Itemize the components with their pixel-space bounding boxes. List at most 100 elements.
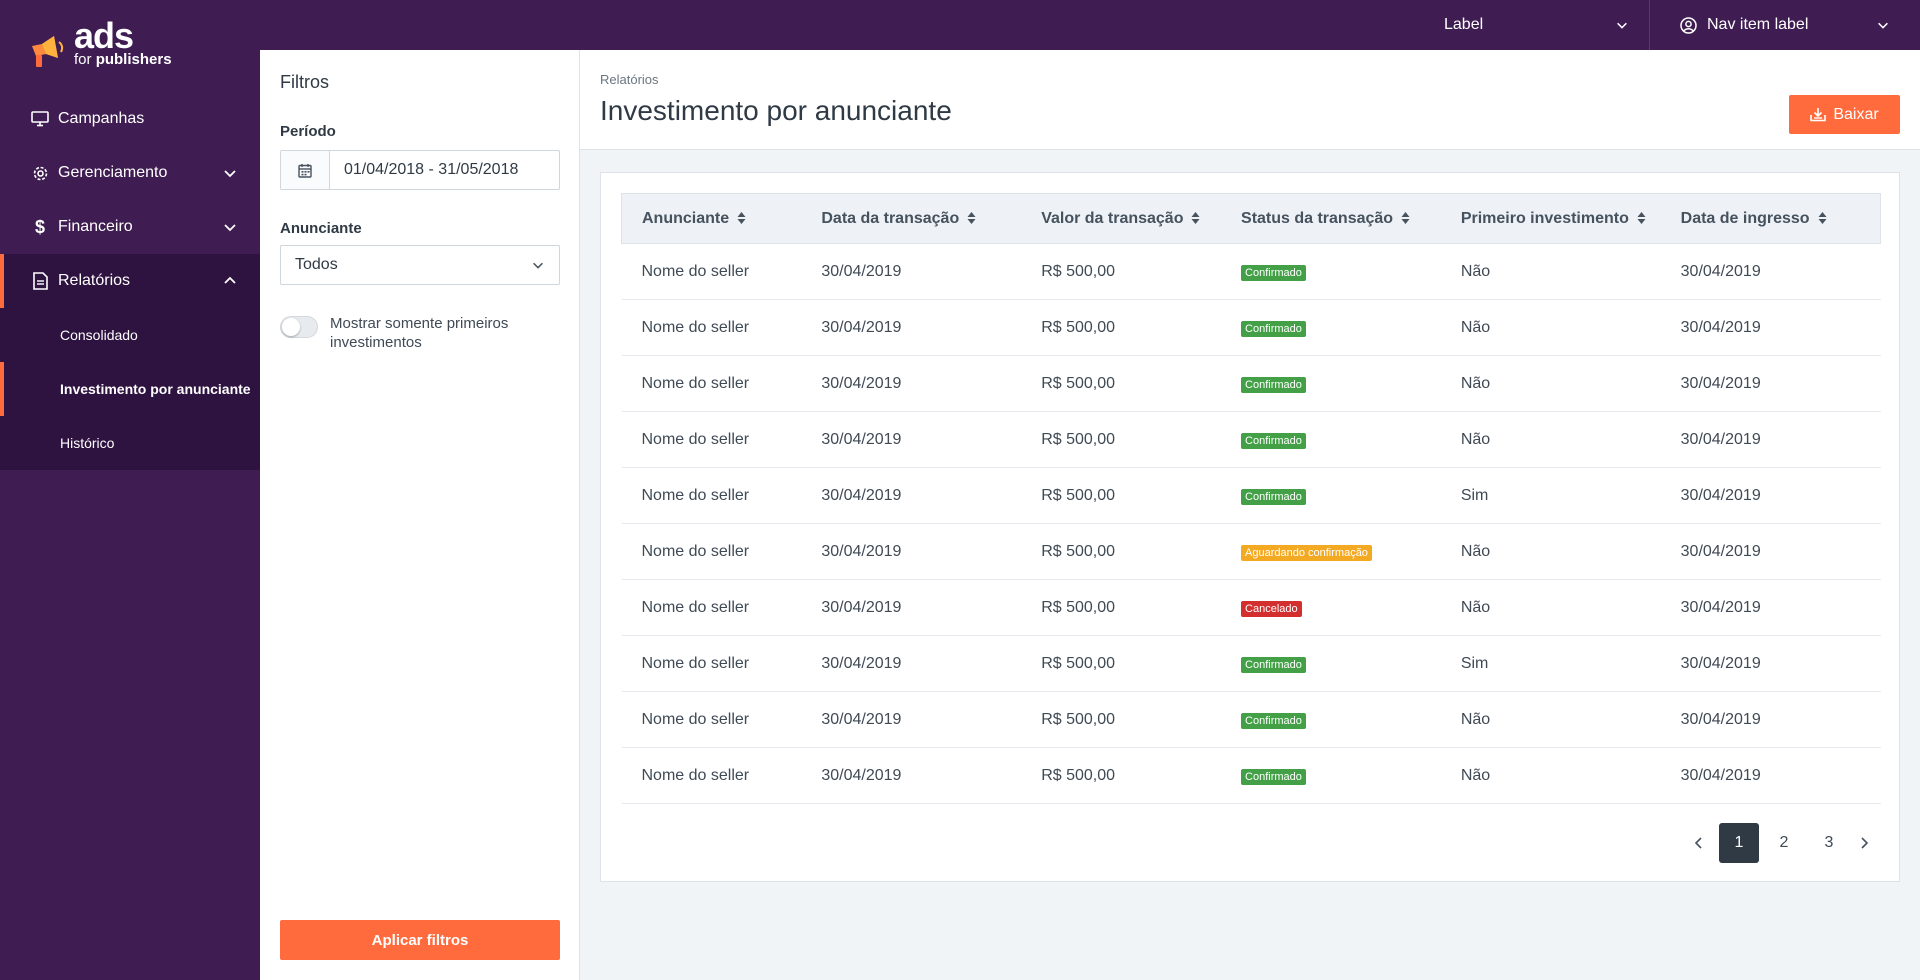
- first-cell: Não: [1460, 598, 1491, 616]
- label-dropdown[interactable]: Label: [1444, 0, 1649, 50]
- page-button[interactable]: 2: [1779, 834, 1789, 851]
- sidebar: ads for publishers Campanhas Gerenciamen…: [0, 0, 260, 980]
- advertiser-cell: Nome do seller: [641, 542, 750, 560]
- date-cell: 30/04/2019: [821, 486, 902, 504]
- table-body: Nome do seller 30/04/2019 R$ 500,00 Confirm…: [621, 244, 1881, 804]
- column-header[interactable]: Anunciante: [621, 193, 802, 244]
- first-investments-toggle[interactable]: [280, 316, 318, 338]
- chevron-down-icon: [224, 224, 236, 232]
- first-cell: Não: [1460, 766, 1491, 784]
- megaphone-icon: [32, 36, 64, 67]
- table-row: Nome do seller 30/04/2019 R$ 500,00 Confirm…: [621, 636, 1881, 692]
- joined-cell: 30/04/2019: [1680, 710, 1761, 728]
- value-cell: R$ 500,00: [1041, 262, 1116, 280]
- main-nav: Campanhas Gerenciamento $ Financeiro Rel…: [0, 92, 260, 470]
- logo-wordmark: ads: [74, 15, 134, 56]
- sidebar-item-label: Campanhas: [58, 110, 145, 127]
- sidebar-item-financeiro[interactable]: $ Financeiro: [0, 200, 260, 254]
- status-cell: Confirmado: [1221, 636, 1441, 692]
- joined-cell: 30/04/2019: [1680, 766, 1761, 784]
- sort-icon[interactable]: [1401, 211, 1410, 225]
- value-cell: R$ 500,00: [1041, 598, 1116, 616]
- first-investments-toggle-label: Mostrar somente primeiros investimentos: [330, 315, 509, 351]
- column-header[interactable]: Data da transação: [801, 193, 1022, 244]
- page-button[interactable]: 3: [1824, 834, 1834, 851]
- sidebar-item-label: Gerenciamento: [58, 164, 168, 181]
- joined-cell: 30/04/2019: [1680, 654, 1761, 672]
- sidebar-item-campanhas[interactable]: Campanhas: [0, 92, 260, 146]
- column-header[interactable]: Status da transação: [1221, 193, 1441, 244]
- subnav-item-historico[interactable]: Histórico: [60, 435, 115, 451]
- status-badge: Confirmado: [1241, 712, 1306, 729]
- first-cell: Não: [1460, 374, 1491, 392]
- apply-filters-button[interactable]: Aplicar filtros: [280, 920, 560, 960]
- status-cell: Confirmado: [1221, 356, 1441, 412]
- subnav-item-investimento[interactable]: Investimento por anunciante: [0, 362, 260, 416]
- chevron-left-icon[interactable]: [1684, 823, 1714, 863]
- first-cell: Não: [1460, 318, 1491, 336]
- sort-icon[interactable]: [1818, 211, 1827, 225]
- download-button[interactable]: Baixar: [1789, 95, 1900, 134]
- status-cell: Confirmado: [1221, 300, 1441, 356]
- table-header-row: Anunciante Data da transação Valor da tran…: [621, 193, 1881, 244]
- subnav-item-consolidado[interactable]: Consolidado: [60, 327, 138, 343]
- sort-icon[interactable]: [737, 211, 746, 225]
- date-cell: 30/04/2019: [821, 542, 902, 560]
- advertiser-select-value: Todos: [295, 256, 338, 273]
- pagination: 1 2 3: [1684, 823, 1879, 863]
- table-row: Nome do seller 30/04/2019 R$ 500,00 Confirm…: [621, 356, 1881, 412]
- user-menu[interactable]: Nav item label: [1650, 0, 1920, 50]
- logo[interactable]: ads for publishers: [28, 18, 172, 72]
- advertiser-cell: Nome do seller: [641, 486, 750, 504]
- sidebar-item-relatorios[interactable]: Relatórios: [0, 254, 260, 308]
- reports-subnav: Consolidado Investimento por anunciante …: [0, 308, 260, 470]
- label-dropdown-text: Label: [1444, 16, 1484, 33]
- advertiser-select[interactable]: Todos: [280, 245, 560, 285]
- monitor-icon: [30, 109, 50, 129]
- status-cell: Confirmado: [1221, 244, 1441, 300]
- topbar: Label Nav item label: [260, 0, 1920, 50]
- date-cell: 30/04/2019: [821, 766, 902, 784]
- status-cell: Aguardando confirmação: [1221, 524, 1441, 580]
- sort-icon[interactable]: [1637, 211, 1646, 225]
- chevron-right-icon[interactable]: [1849, 823, 1879, 863]
- column-header-label: Data da transação: [821, 209, 960, 227]
- breadcrumb[interactable]: Relatórios: [600, 72, 659, 87]
- column-header[interactable]: Primeiro investimento: [1440, 193, 1661, 244]
- dollar-icon: $: [34, 216, 45, 237]
- status-cell: Confirmado: [1221, 692, 1441, 748]
- sort-icon[interactable]: [1191, 211, 1200, 225]
- status-badge: Confirmado: [1241, 320, 1306, 337]
- chevron-down-icon: [1617, 22, 1627, 29]
- first-cell: Não: [1460, 430, 1491, 448]
- download-icon: [1810, 108, 1827, 122]
- joined-cell: 30/04/2019: [1680, 486, 1761, 504]
- status-cell: Confirmado: [1221, 412, 1441, 468]
- sidebar-item-gerenciamento[interactable]: Gerenciamento: [0, 146, 260, 200]
- logo-subtitle: for publishers: [74, 51, 172, 68]
- first-cell: Sim: [1460, 486, 1489, 504]
- filters-title: Filtros: [280, 72, 329, 92]
- sidebar-item-label: Financeiro: [58, 218, 133, 235]
- value-cell: R$ 500,00: [1041, 374, 1116, 392]
- value-cell: R$ 500,00: [1041, 710, 1116, 728]
- first-cell: Não: [1460, 542, 1491, 560]
- sort-icon[interactable]: [967, 211, 976, 225]
- value-cell: R$ 500,00: [1041, 430, 1116, 448]
- status-badge: Confirmado: [1241, 768, 1306, 785]
- status-badge: Cancelado: [1241, 600, 1302, 617]
- column-header[interactable]: Data de ingresso: [1660, 193, 1881, 244]
- date-cell: 30/04/2019: [821, 430, 902, 448]
- period-value: 01/04/2018 - 31/05/2018: [344, 161, 519, 178]
- date-cell: 30/04/2019: [821, 318, 902, 336]
- period-date-range-input[interactable]: 01/04/2018 - 31/05/2018: [280, 150, 560, 190]
- calendar-icon[interactable]: [281, 151, 330, 189]
- column-header[interactable]: Valor da transação: [1021, 193, 1222, 244]
- table-row: Nome do seller 30/04/2019 R$ 500,00 Aguarda…: [621, 524, 1881, 580]
- table-row: Nome do seller 30/04/2019 R$ 500,00 Confirm…: [621, 692, 1881, 748]
- table-row: Nome do seller 30/04/2019 R$ 500,00 Confirm…: [621, 300, 1881, 356]
- page-button[interactable]: 1: [1719, 823, 1759, 863]
- status-badge: Confirmado: [1241, 432, 1306, 449]
- advertiser-cell: Nome do seller: [641, 710, 750, 728]
- date-cell: 30/04/2019: [821, 374, 902, 392]
